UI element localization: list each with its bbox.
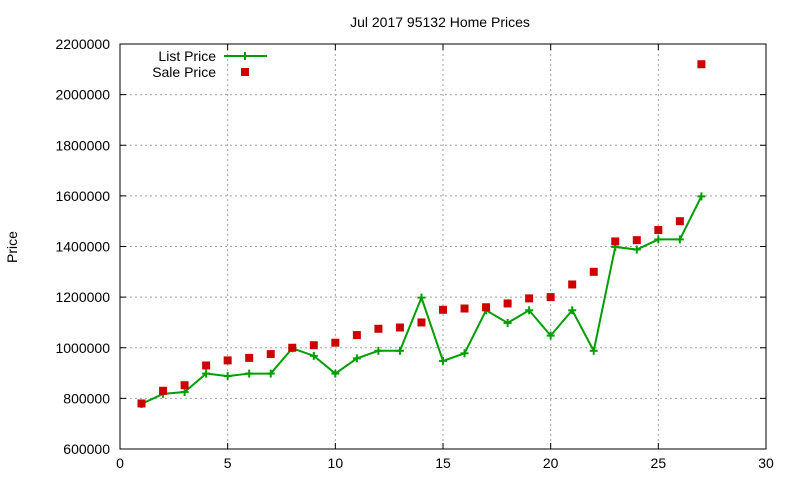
list-price-point: [697, 192, 706, 201]
sale-price-point: [546, 293, 555, 302]
sale-price-point: [223, 356, 232, 365]
legend-label-sale-price: Sale Price: [152, 64, 216, 80]
x-tick-label: 0: [116, 455, 124, 471]
list-price-point: [675, 235, 684, 244]
sale-price-point: [697, 60, 706, 69]
list-price-point: [352, 354, 361, 363]
y-tick-label: 600000: [63, 441, 110, 457]
list-price-point: [202, 369, 211, 378]
list-price-point: [632, 245, 641, 254]
sale-price-point: [395, 323, 404, 332]
sale-price-point: [589, 267, 598, 276]
list-price-point: [589, 346, 598, 355]
x-tick-label: 30: [758, 455, 774, 471]
list-price-point: [439, 356, 447, 365]
sale-price-point: [525, 294, 534, 303]
x-tick-label: 20: [543, 455, 559, 471]
list-price-point: [374, 346, 383, 355]
sale-price-point: [266, 350, 275, 359]
x-tick-label: 15: [435, 455, 451, 471]
list-price-point: [309, 351, 318, 360]
list-price-point: [223, 372, 232, 381]
y-tick-label: 1600000: [55, 188, 110, 204]
list-price-point: [525, 306, 534, 315]
list-price-point: [460, 349, 469, 358]
sale-price-point: [137, 399, 146, 408]
sale-price-point: [202, 361, 211, 370]
list-price-point: [180, 388, 189, 397]
y-tick-label: 1000000: [55, 340, 110, 356]
y-tick-label: 2000000: [55, 87, 110, 103]
sale-price-point: [180, 381, 189, 390]
sale-price-point: [309, 341, 318, 350]
sale-price-point: [503, 299, 512, 308]
sale-price-point: [632, 236, 641, 245]
x-tick-label: 10: [328, 455, 344, 471]
sale-price-point: [245, 353, 254, 362]
axis-ticks: 0 5 10 15 20 25 30 600000 800000 1000000 1200000 14…: [55, 36, 774, 471]
list-price-point: [417, 293, 426, 302]
sale-price-point: [439, 305, 447, 314]
chart-title: Jul 2017 95132 Home Prices: [350, 14, 530, 30]
list-price-point: [266, 369, 275, 378]
y-tick-label: 1400000: [55, 239, 110, 255]
sale-price-point: [374, 324, 383, 333]
sale-price-point: [654, 226, 663, 235]
x-tick-label: 25: [651, 455, 667, 471]
sale-price-point: [460, 304, 469, 313]
sale-price-point: [675, 217, 684, 226]
y-tick-label: 2200000: [55, 36, 110, 52]
y-tick-label: 1200000: [55, 289, 110, 305]
series-sale-price: [137, 60, 706, 408]
sale-price-point: [482, 303, 491, 312]
y-axis-label: Price: [4, 231, 20, 263]
legend-marker-sale-price: [241, 68, 249, 76]
sale-price-point: [288, 343, 297, 352]
series-layer: [137, 60, 706, 408]
sale-price-point: [611, 237, 620, 246]
list-price-point: [331, 369, 340, 378]
list-price-point: [503, 318, 512, 327]
y-tick-label: 800000: [63, 390, 110, 406]
list-price-point: [395, 346, 404, 355]
list-price-point: [245, 369, 254, 378]
list-price-point: [654, 235, 663, 244]
sale-price-point: [331, 338, 340, 347]
sale-price-point: [417, 318, 426, 327]
y-tick-label: 1800000: [55, 137, 110, 153]
list-price-point: [568, 306, 577, 315]
sale-price-point: [159, 386, 168, 395]
legend-marker-list-price: [241, 52, 249, 60]
legend-label-list-price: List Price: [158, 48, 216, 64]
sale-price-point: [568, 280, 577, 289]
x-tick-label: 5: [224, 455, 232, 471]
sale-price-point: [352, 331, 361, 340]
legend: List Price Sale Price: [152, 48, 267, 80]
list-price-point: [546, 331, 555, 340]
